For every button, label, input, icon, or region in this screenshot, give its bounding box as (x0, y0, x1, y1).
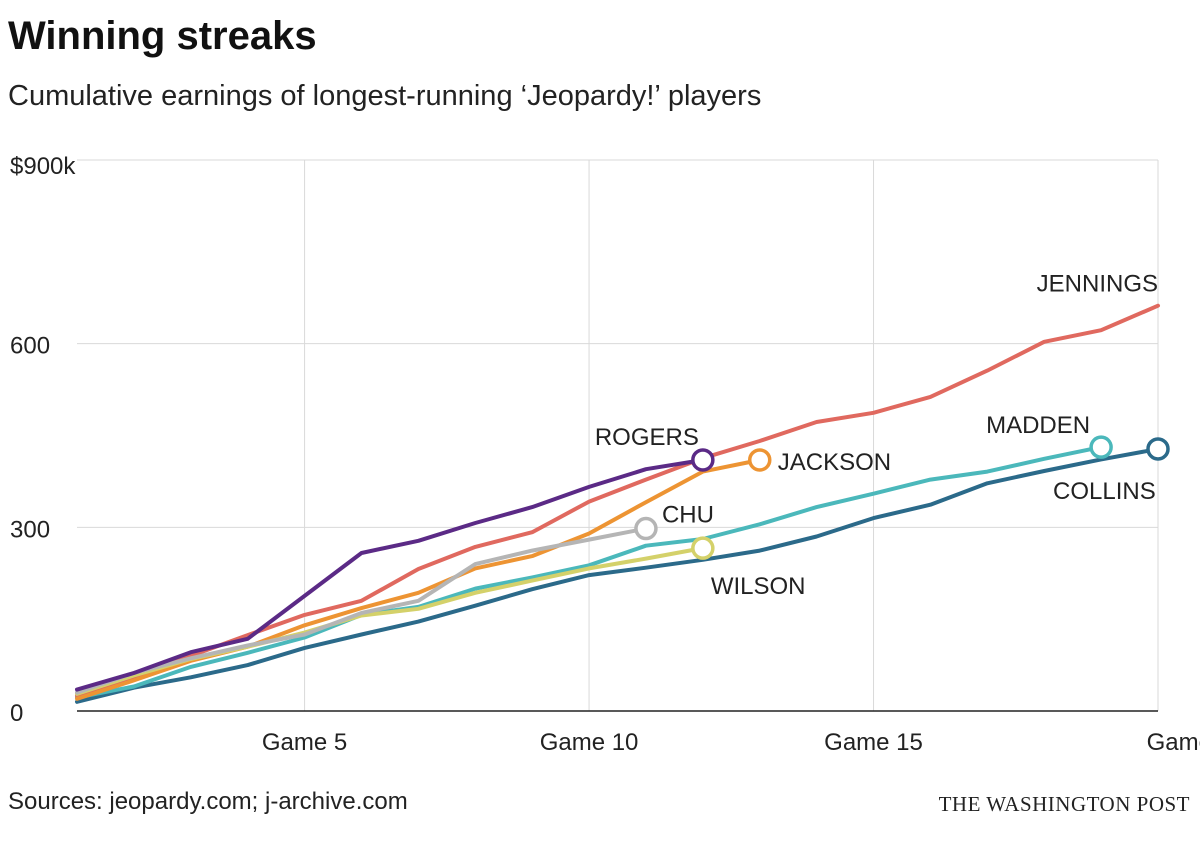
end-markers (634, 435, 1170, 560)
axes: $900k 600 300 0 Game 5 Game 10 Game 15 Game 20 (10, 153, 1200, 756)
series-label-collins: COLLINS (1053, 478, 1156, 505)
series-label-jennings: JENNINGS (1037, 271, 1158, 298)
series-label-wilson: WILSON (711, 573, 806, 600)
end-marker-madden (1089, 435, 1113, 459)
series-labels: COLLINS MADDEN JENNINGS JACKSON WILSON CHU ROG… (595, 271, 1158, 600)
credit-line: THE WASHINGTON POST (938, 792, 1190, 816)
y-tick-label: $900k (10, 153, 76, 180)
x-tick-label: Game 20 (1147, 729, 1200, 756)
x-tick-label: Game 15 (824, 729, 923, 756)
end-marker-jackson (747, 448, 772, 472)
series-label-jackson: JACKSON (778, 449, 891, 476)
series-label-rogers: ROGERS (595, 424, 699, 451)
source-note: Sources: jeopardy.com; j-archive.com (8, 788, 408, 815)
end-marker-rogers (691, 448, 715, 472)
y-tick-label: 300 (10, 516, 50, 543)
series-label-madden: MADDEN (986, 412, 1090, 439)
chart-title: Winning streaks (8, 14, 317, 58)
series-line-rogers (75, 458, 705, 692)
end-marker-collins (1146, 437, 1170, 461)
series-line-madden (75, 445, 1104, 700)
gridlines (77, 159, 1159, 711)
series-lines (75, 303, 1160, 704)
series-line-chu (75, 526, 648, 695)
series-line-collins (75, 447, 1160, 704)
end-marker-wilson (691, 536, 715, 560)
end-marker-chu (634, 516, 658, 541)
y-tick-label: 600 (10, 333, 50, 360)
x-tick-label: Game 5 (262, 729, 347, 756)
chart-subtitle: Cumulative earnings of longest-running ‘… (8, 80, 762, 112)
x-tick-label: Game 10 (540, 729, 639, 756)
y-tick-label: 0 (10, 700, 23, 727)
series-label-chu: CHU (662, 502, 714, 529)
series-line-jennings (75, 303, 1160, 698)
